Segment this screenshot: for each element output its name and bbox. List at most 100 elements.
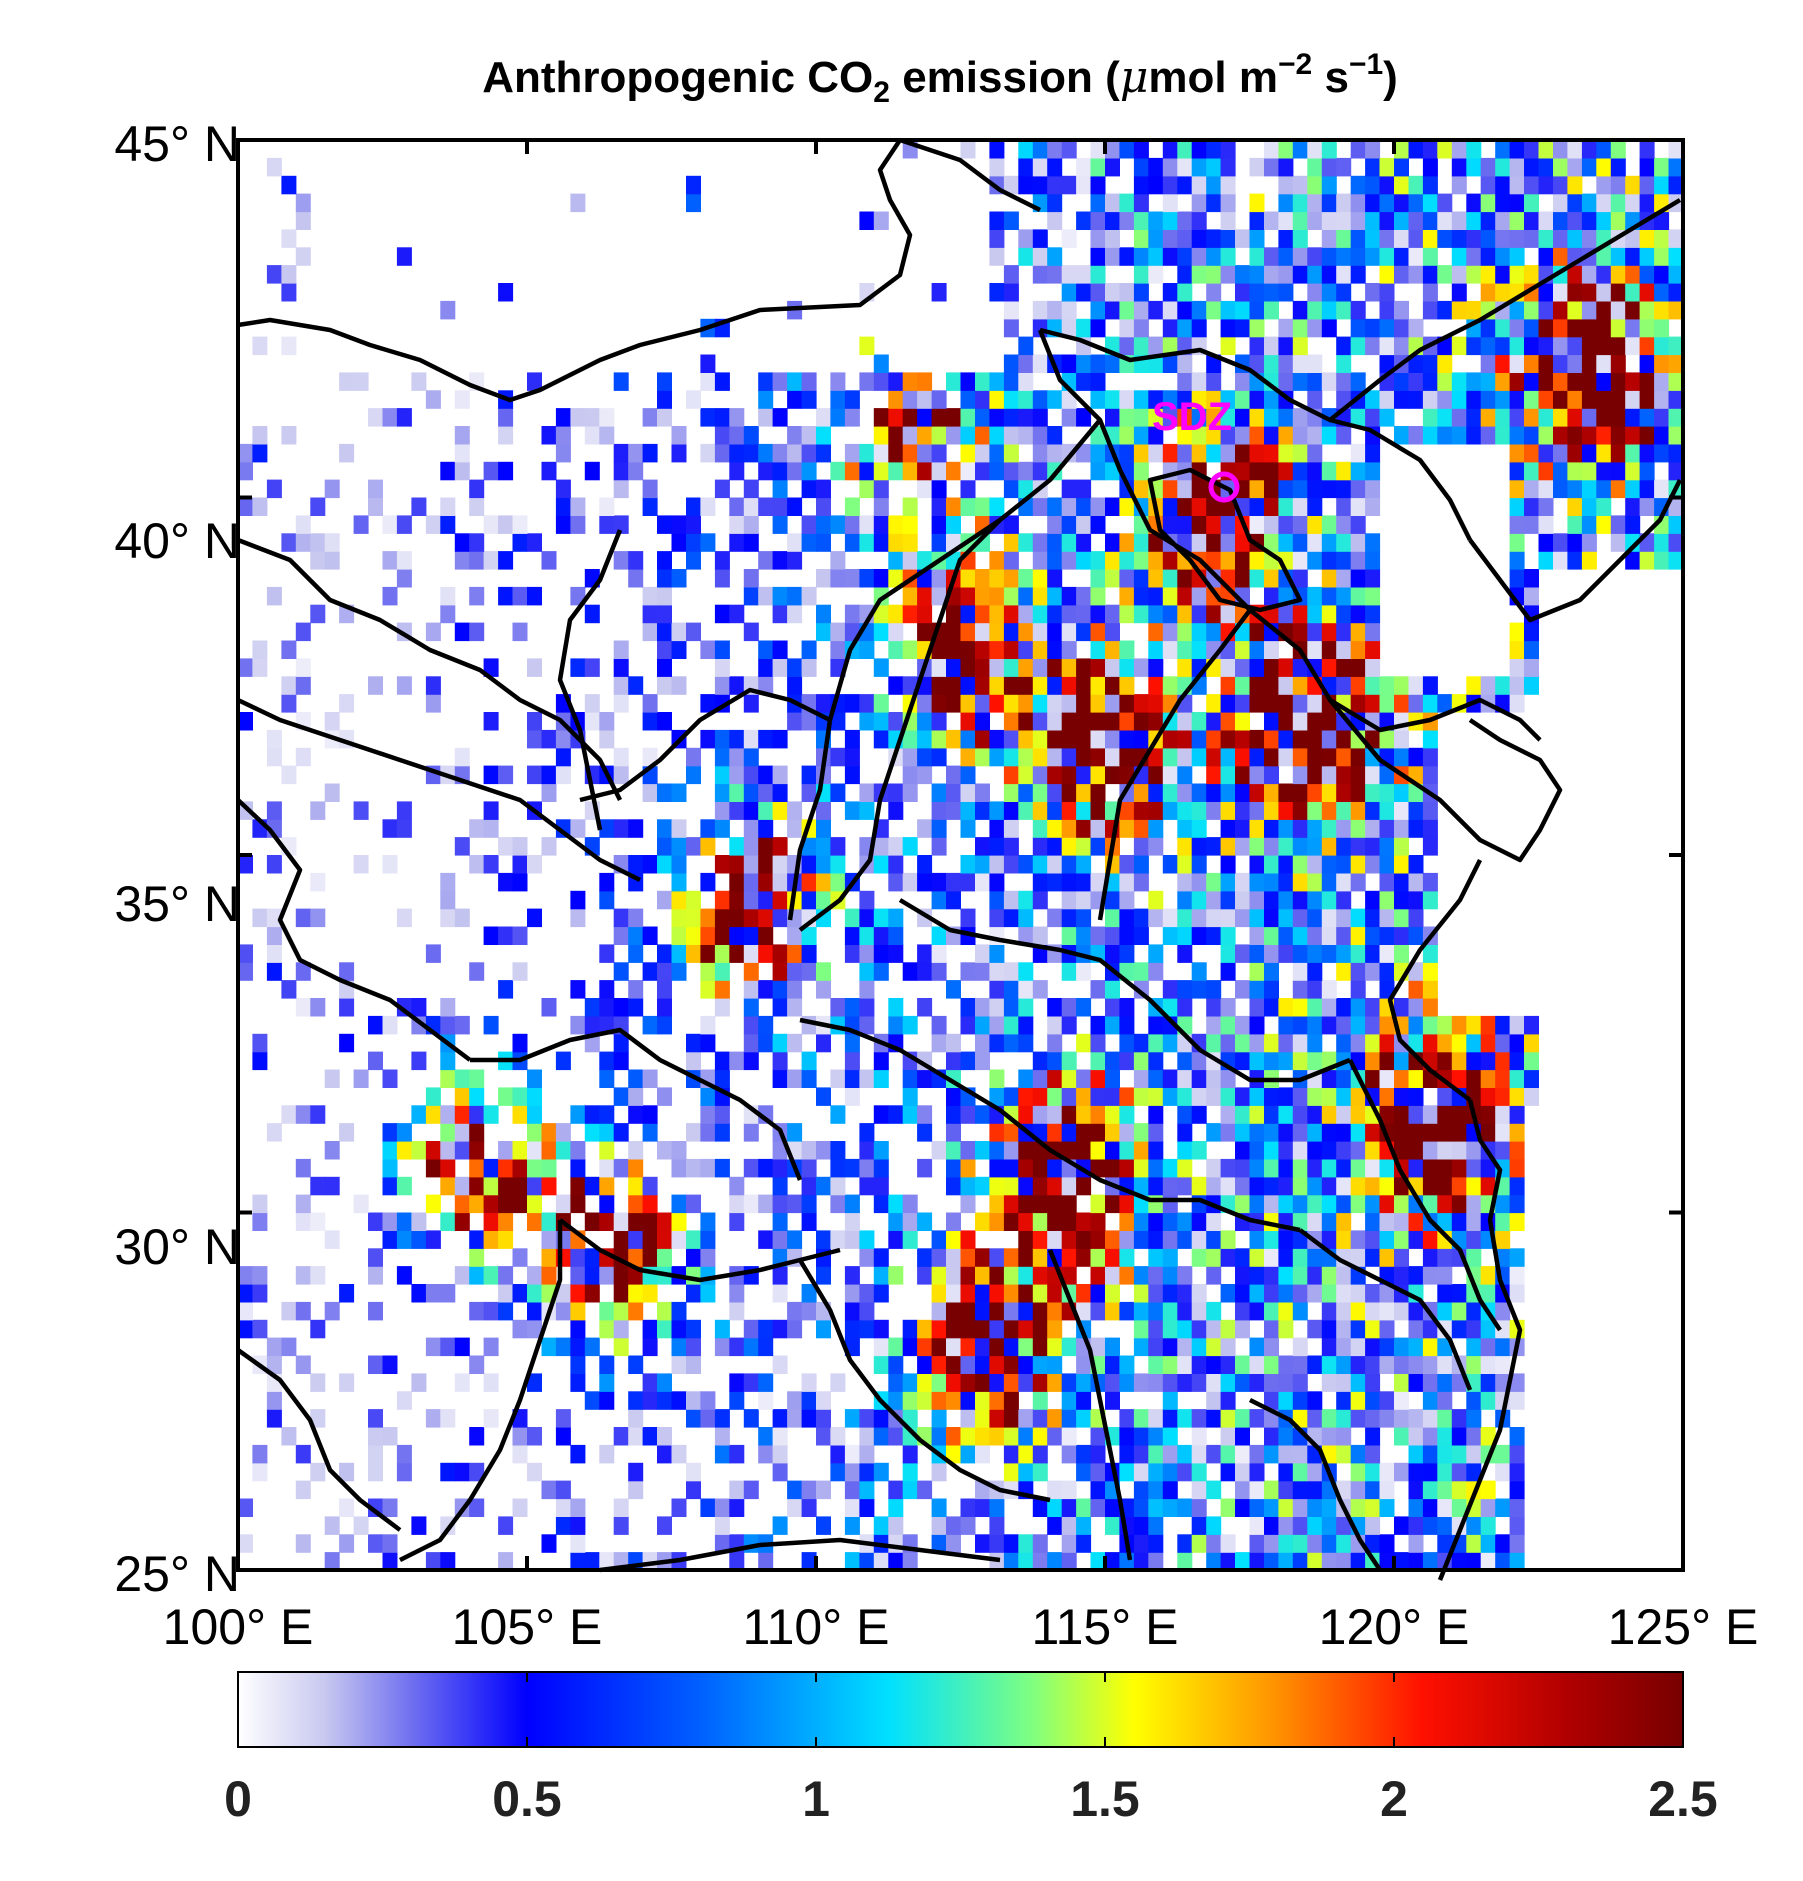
emission-cell <box>1032 729 1048 749</box>
emission-cell <box>1076 962 1092 981</box>
emission-cell <box>830 1176 846 1196</box>
emission-cell <box>1235 1087 1250 1106</box>
emission-cell <box>425 1409 441 1428</box>
province-border-sichuan <box>470 1027 803 1181</box>
emission-cell <box>1148 1516 1164 1535</box>
emission-cell <box>1206 1355 1222 1374</box>
emission-cell <box>1076 819 1092 838</box>
emission-cell <box>1422 1444 1438 1464</box>
emission-cell <box>917 944 933 963</box>
emission-cell <box>1278 426 1294 445</box>
emission-cell <box>1466 1391 1482 1410</box>
emission-cell <box>989 890 1005 910</box>
emission-cell <box>628 1301 644 1321</box>
emission-cell <box>1206 998 1222 1017</box>
emission-cell <box>743 890 759 910</box>
emission-cell <box>686 1158 701 1178</box>
emission-cell <box>671 855 687 874</box>
emission-cell <box>281 426 297 445</box>
emission-cell <box>1249 926 1265 945</box>
emission-cell <box>1336 372 1352 391</box>
emission-cell <box>844 1087 860 1106</box>
emission-cell <box>1480 318 1496 338</box>
emission-cell <box>1061 604 1077 624</box>
emission-cell <box>1235 1123 1250 1142</box>
emission-cell <box>1350 569 1366 588</box>
emission-cell <box>238 1498 253 1517</box>
emission-cell <box>1162 676 1178 695</box>
emission-cell <box>1133 443 1149 463</box>
emission-cell <box>1162 300 1178 320</box>
emission-cell <box>873 1319 889 1339</box>
emission-cell <box>1105 354 1120 373</box>
emission-cell <box>1524 229 1539 248</box>
chart-title: Anthropogenic CO2 emission (μmol m−2 s−1… <box>482 48 1398 109</box>
emission-cell <box>844 604 860 624</box>
emission-cell <box>1581 336 1597 356</box>
emission-cell <box>657 1087 672 1106</box>
emission-cell <box>1292 783 1308 802</box>
emission-cell <box>570 1319 586 1339</box>
emission-cell <box>1480 1176 1496 1196</box>
emission-cell <box>1278 408 1294 427</box>
emission-cell <box>917 443 933 463</box>
emission-cell <box>570 658 586 677</box>
emission-cell <box>1119 551 1135 570</box>
emission-cell <box>512 1158 528 1178</box>
emission-cell <box>859 998 875 1017</box>
emission-cell <box>1235 229 1250 248</box>
emission-cell <box>1061 586 1077 606</box>
emission-cell <box>1567 390 1583 409</box>
emission-cell <box>859 1123 875 1142</box>
emission-cell <box>1480 676 1496 695</box>
emission-cell <box>1032 1534 1048 1553</box>
emission-cell <box>266 479 282 499</box>
emission-cell <box>1321 1105 1337 1124</box>
emission-cell <box>483 1158 499 1178</box>
emission-cell <box>1292 1355 1308 1374</box>
emission-cell <box>1105 1123 1120 1142</box>
emission-cell <box>396 1212 412 1231</box>
emission-cell <box>1292 694 1308 713</box>
emission-cell <box>859 1230 875 1249</box>
emission-cell <box>1394 265 1409 284</box>
emission-cell <box>1278 747 1294 767</box>
emission-cell <box>1032 890 1048 910</box>
emission-cell <box>1162 551 1178 570</box>
emission-cell <box>512 872 528 892</box>
emission-cell <box>989 1194 1005 1214</box>
emission-cell <box>1451 1409 1467 1428</box>
emission-cell <box>1480 247 1496 266</box>
emission-cell <box>1581 354 1597 373</box>
emission-cell <box>1191 962 1207 981</box>
emission-cell <box>1495 1141 1511 1160</box>
emission-cell <box>1451 247 1467 266</box>
emission-cell <box>425 1105 441 1124</box>
emission-cell <box>469 1248 485 1267</box>
emission-cell <box>1162 622 1178 642</box>
emission-cell <box>873 729 889 749</box>
emission-cell <box>483 461 499 481</box>
emission-cell <box>1307 962 1323 981</box>
emission-cell <box>1162 229 1178 248</box>
emission-cell <box>873 926 889 945</box>
emission-cell <box>1047 569 1063 588</box>
emission-cell <box>1133 1301 1149 1321</box>
emission-cell <box>1668 533 1684 552</box>
emission-cell <box>628 1158 644 1178</box>
coast-shandong <box>1328 698 1563 863</box>
emission-cell <box>1220 1248 1236 1267</box>
emission-cell <box>1264 1516 1279 1535</box>
emission-cell <box>1032 1176 1048 1196</box>
emission-cell <box>1379 1301 1395 1321</box>
emission-cell <box>743 855 759 874</box>
emission-cell <box>281 1427 297 1446</box>
emission-cell <box>512 1248 528 1267</box>
emission-cell <box>628 1105 644 1124</box>
emission-cell <box>1076 908 1092 928</box>
emission-cell <box>1408 872 1424 892</box>
emission-cell <box>1105 1015 1120 1035</box>
emission-cell <box>1047 1069 1063 1088</box>
emission-cell <box>1090 1337 1106 1357</box>
emission-cell <box>1524 1051 1539 1071</box>
